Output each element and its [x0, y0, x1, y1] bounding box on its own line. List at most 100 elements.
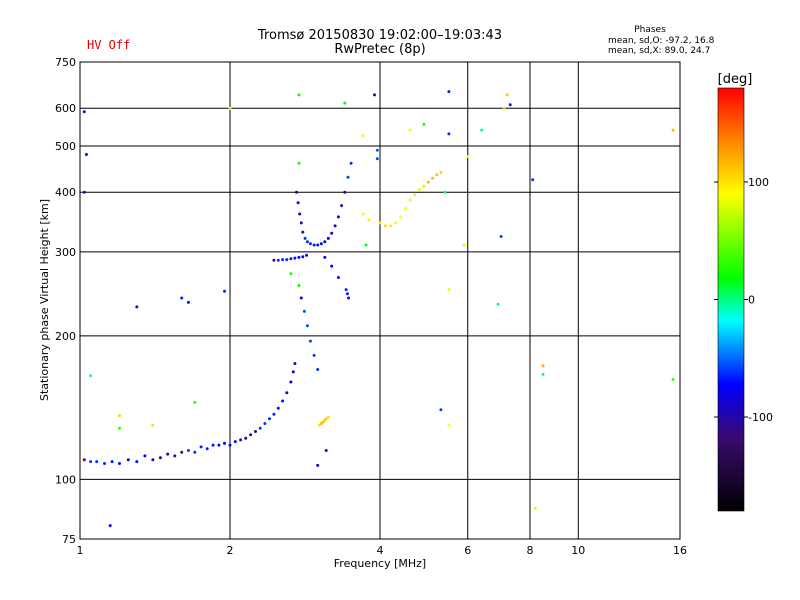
data-point: [84, 153, 88, 156]
data-point: [326, 236, 330, 240]
data-point: [346, 175, 350, 179]
data-point: [349, 161, 353, 165]
y-tick-label-300: 300: [55, 246, 76, 259]
colorbar-label: [deg]: [718, 72, 753, 87]
series-4: [89, 93, 675, 430]
data-point: [103, 462, 106, 465]
data-point: [302, 309, 306, 313]
y-axis-ticks: 75 100 200 300 400 500 600 750: [55, 56, 76, 546]
data-point: [480, 128, 484, 132]
phases-o-stats: mean, sd,O: -97.2, 16.8: [608, 36, 715, 46]
data-point: [205, 447, 209, 451]
data-point: [95, 460, 99, 464]
series-2: [82, 90, 535, 528]
data-point: [336, 215, 340, 219]
data-point: [186, 449, 190, 452]
data-point: [217, 443, 221, 447]
data-point: [367, 218, 371, 222]
data-point: [316, 368, 320, 371]
data-point: [330, 231, 334, 235]
data-point: [375, 157, 379, 161]
data-point: [301, 255, 305, 259]
data-point: [404, 206, 407, 210]
data-point: [447, 90, 451, 94]
grid-lines: [80, 62, 680, 539]
data-point: [330, 264, 334, 268]
data-point: [324, 417, 328, 421]
data-point: [505, 93, 509, 97]
data-point: [541, 364, 545, 368]
data-point: [340, 204, 344, 208]
x-tick-label-16: 16: [673, 544, 687, 557]
chart-title: Tromsø 20150830 19:02:00–19:03:43: [257, 28, 502, 43]
data-point: [361, 212, 365, 216]
data-point: [258, 426, 262, 430]
x-axis-ticks: 1 2 4 6 8 10 16: [77, 544, 688, 557]
x-tick-label-8: 8: [527, 544, 534, 557]
x-tick-label-10: 10: [571, 544, 585, 557]
data-point: [345, 292, 349, 296]
data-point: [308, 242, 312, 246]
x-tick-label-4: 4: [377, 544, 384, 557]
data-point: [126, 458, 130, 462]
data-point: [333, 224, 337, 228]
data-point: [293, 256, 297, 260]
data-point: [268, 417, 271, 421]
data-point: [239, 438, 243, 442]
data-point: [249, 433, 253, 437]
data-point: [671, 128, 675, 132]
data-point: [671, 378, 675, 381]
data-point: [272, 258, 276, 262]
data-point: [276, 258, 280, 262]
y-tick-label-400: 400: [55, 186, 76, 199]
data-point: [293, 362, 297, 365]
data-point: [431, 176, 435, 180]
colorbar-tick-label: -100: [748, 411, 773, 424]
data-point: [301, 230, 305, 234]
data-point: [285, 258, 289, 262]
data-point: [118, 426, 121, 430]
data-point: [135, 460, 139, 464]
data-point: [312, 243, 316, 247]
data-point: [296, 201, 300, 205]
data-point: [533, 506, 537, 510]
data-point: [319, 242, 323, 246]
plot-frame: [79, 61, 681, 540]
data-point: [344, 288, 348, 292]
data-point: [378, 221, 382, 225]
colorbar-tick-label: 0: [748, 294, 755, 307]
data-point: [347, 296, 351, 300]
data-point: [422, 122, 426, 126]
data-point: [502, 106, 506, 110]
data-point: [223, 289, 226, 293]
data-point: [447, 423, 451, 427]
data-point: [299, 296, 303, 300]
phases-title: Phases: [634, 25, 666, 35]
data-point: [418, 188, 421, 192]
data-point: [173, 454, 177, 458]
data-point: [199, 445, 203, 449]
data-point: [375, 148, 379, 152]
data-point: [82, 458, 86, 462]
data-point: [180, 450, 184, 454]
data-point: [297, 255, 301, 259]
data-point: [443, 190, 447, 194]
x-axis-label: Frequency [MHz]: [334, 557, 426, 570]
data-point: [297, 93, 301, 97]
data-point: [343, 190, 347, 194]
data-point: [289, 380, 293, 384]
data-point: [89, 460, 93, 464]
x-tick-label-1: 1: [77, 544, 84, 557]
data-point: [466, 155, 470, 159]
data-point: [305, 253, 309, 257]
data-point: [82, 190, 86, 194]
data-point: [399, 215, 403, 219]
y-axis-label: Stationary phase Virtual Height [km]: [38, 199, 51, 401]
x-tick-label-6: 6: [464, 544, 471, 557]
data-point: [285, 391, 289, 395]
data-point: [143, 454, 147, 458]
data-point: [244, 436, 248, 440]
x-tick-label-2: 2: [227, 544, 234, 557]
colorbar-tick-label: 100: [748, 176, 769, 189]
